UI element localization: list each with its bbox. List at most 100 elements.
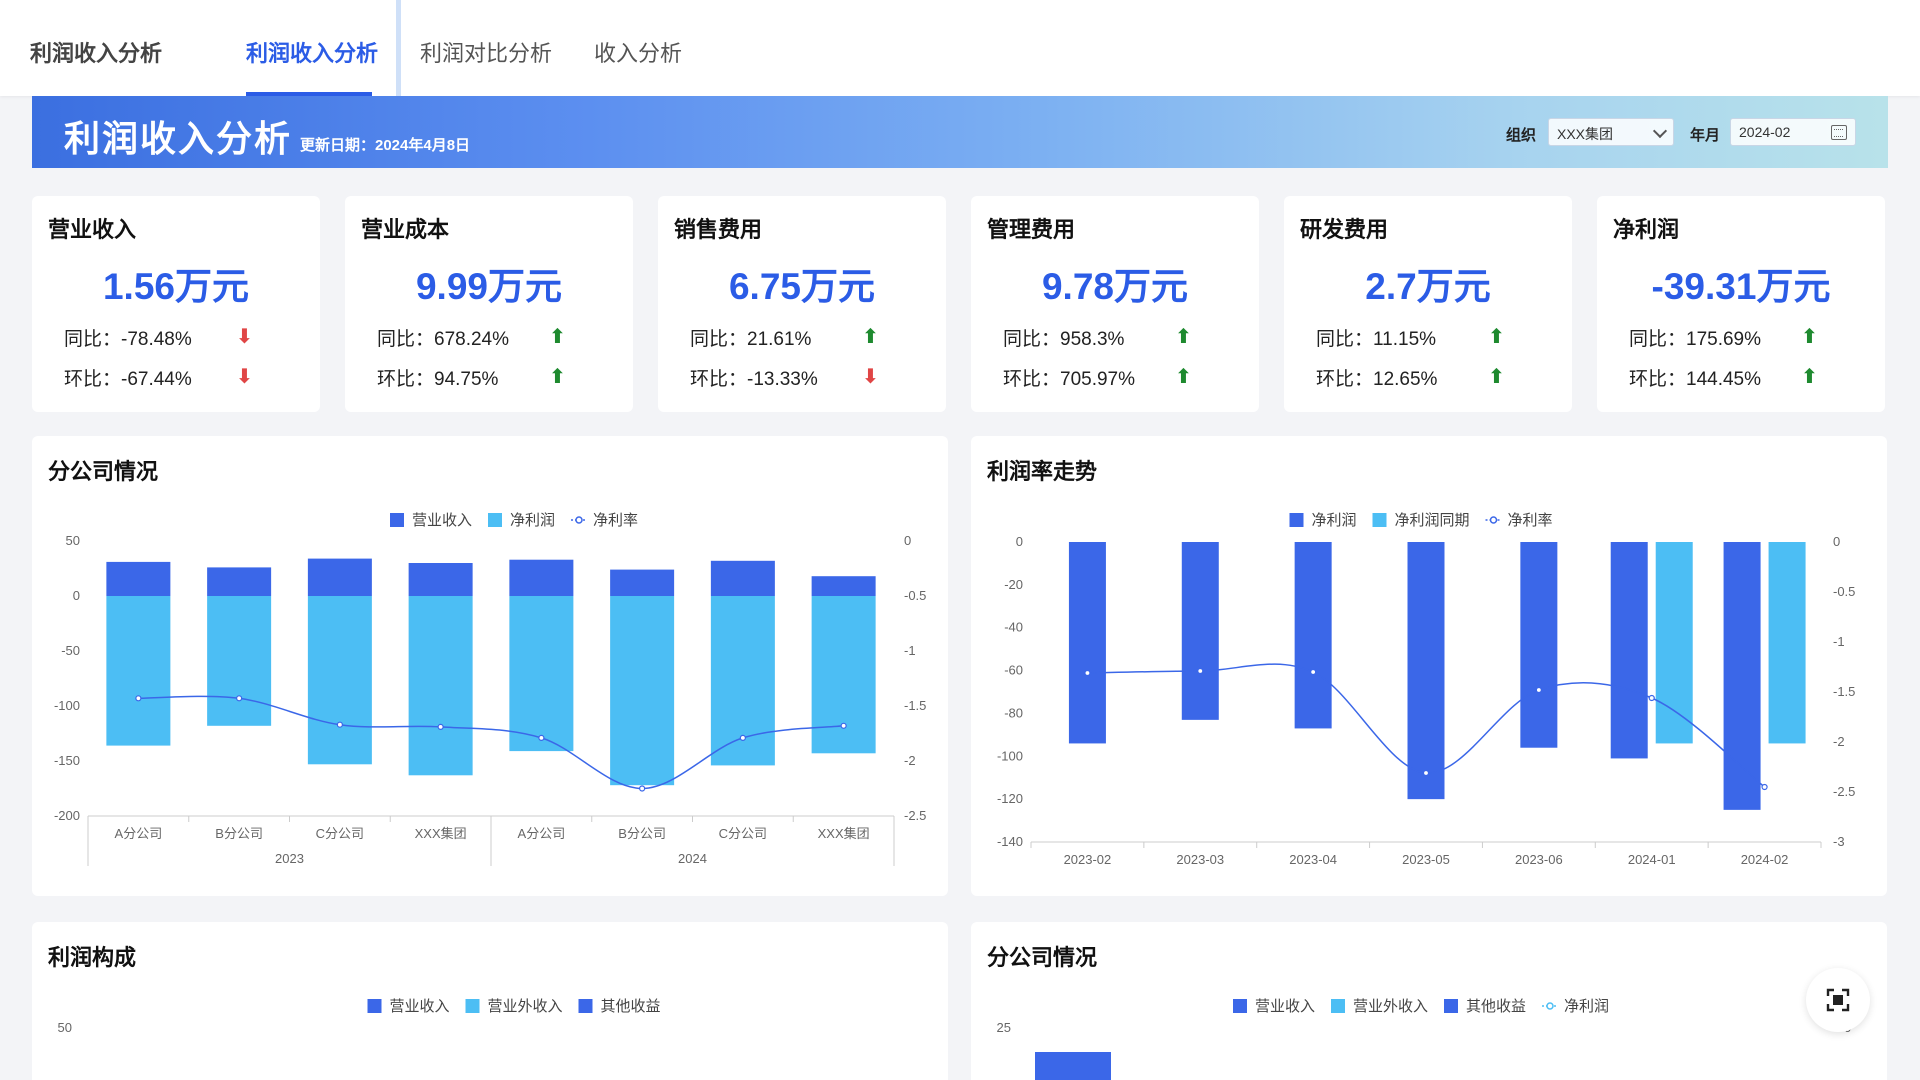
y-right-tick-label: -2	[904, 753, 916, 768]
y-left-tick-label: -200	[54, 808, 80, 823]
fullscreen-icon	[1826, 988, 1850, 1012]
x-tick-label: A分公司	[115, 826, 163, 841]
legend-label: 净利润	[510, 512, 555, 529]
legend-dot-swatch	[575, 516, 583, 524]
month-filter-label: 年月	[1690, 127, 1721, 144]
arrow-up-icon: ⬆	[1801, 326, 1818, 348]
x-tick-label: XXX集团	[415, 826, 467, 841]
y-left-tick-label: -100	[54, 698, 80, 713]
month-picker[interactable]: 2024-02	[1730, 118, 1856, 146]
kpi-mom-text: 环比：94.75%	[377, 369, 499, 390]
x-group-label: 2023	[275, 851, 304, 866]
top-nav-bar: 利润收入分析 利润收入分析 利润对比分析 收入分析	[0, 0, 1920, 96]
kpi-yoy: 同比：175.69% ⬆	[1629, 324, 1818, 351]
y-left-tick-label: -80	[1004, 705, 1023, 720]
branch2-chart-title: 分公司情况	[987, 945, 1098, 970]
y-right-tick-label: 0	[904, 533, 911, 548]
kpi-mom: 环比：-67.44% ⬇	[64, 364, 253, 391]
kpi-card: 营业收入 1.56万元 同比：-78.48% ⬇ 环比：-67.44% ⬇	[32, 196, 320, 412]
line-net-margin	[138, 695, 844, 790]
bar-revenue	[207, 567, 272, 596]
y-left-tick-label: 50	[58, 1020, 72, 1035]
y-right-tick-label: 0	[1833, 534, 1840, 549]
bar-revenue	[509, 559, 574, 596]
x-tick-label: 2023-03	[1176, 852, 1224, 867]
arrow-up-icon: ⬆	[1488, 366, 1505, 388]
bar-net-profit	[408, 596, 473, 776]
trend-chart-panel: 利润率走势 净利润 净利润同期 净利率 0 -20 -40 -60 -80 -100 -120 -1…	[971, 436, 1887, 896]
active-tab-indicator	[246, 92, 372, 96]
bar-net-profit	[1181, 542, 1219, 720]
legend-swatch	[367, 999, 382, 1013]
x-group-label: 2024	[678, 851, 707, 866]
bar-revenue	[1035, 1052, 1111, 1080]
bar-net-profit	[1407, 542, 1445, 800]
point-net-margin	[1084, 669, 1091, 677]
org-select-value: XXX集团	[1557, 126, 1614, 142]
bar-revenue	[710, 560, 775, 596]
kpi-title: 管理费用	[987, 217, 1076, 242]
y-right-tick-label: -0.5	[1833, 584, 1855, 599]
bar-net-profit	[106, 596, 171, 746]
y-left-tick-label: -150	[54, 753, 80, 768]
kpi-mom-text: 环比：144.45%	[1629, 369, 1762, 390]
fullscreen-button[interactable]	[1806, 968, 1870, 1032]
y-left-tick-label: -50	[61, 643, 80, 658]
bar-revenue	[811, 576, 876, 596]
kpi-yoy-text: 同比：-78.48%	[64, 329, 192, 350]
y-right-tick-label: -2.5	[904, 808, 926, 823]
branch-chart: 营业收入 净利润 净利率 50 0 -50 -100 -150 -200 0 -0.5 -1 -1.5 -…	[54, 512, 926, 866]
point-net-margin	[739, 734, 746, 741]
bar-net-profit	[1520, 542, 1558, 748]
trend-chart: 净利润 净利润同期 净利率 0 -20 -40 -60 -80 -100 -120 -140 0 -0.…	[997, 512, 1855, 867]
x-tick-label: B分公司	[215, 826, 263, 841]
legend-label: 净利润同期	[1395, 512, 1470, 529]
tab-profit-compare[interactable]: 利润对比分析	[420, 41, 553, 66]
y-left-tick-label: -60	[1004, 663, 1023, 678]
arrow-up-icon: ⬆	[549, 366, 566, 388]
composition-chart-panel: 利润构成 营业收入 营业外收入 其他收益 50	[32, 922, 948, 1080]
chevron-down-icon	[1652, 123, 1668, 139]
arrow-up-icon: ⬆	[1801, 366, 1818, 388]
bar-net-profit	[1068, 542, 1106, 744]
y-left-tick-label: -120	[997, 791, 1023, 806]
app-brand: 利润收入分析	[30, 41, 163, 66]
y-left-tick-label: -20	[1004, 577, 1023, 592]
kpi-title: 销售费用	[674, 217, 763, 242]
x-tick-label: 2023-04	[1289, 852, 1337, 867]
point-net-margin	[437, 723, 444, 730]
header-banner: 利润收入分析 更新日期：2024年4月8日 组织 XXX集团 年月 2024-0…	[32, 96, 1888, 168]
point-net-margin	[1310, 668, 1317, 676]
x-tick-label: C分公司	[316, 826, 364, 841]
bar-revenue	[408, 563, 473, 596]
arrow-down-icon: ⬇	[862, 366, 879, 388]
kpi-value: 6.75万元	[728, 266, 875, 307]
arrow-down-icon: ⬇	[236, 326, 253, 348]
kpi-mom-text: 环比：705.97%	[1003, 369, 1136, 390]
kpi-title: 营业收入	[48, 217, 137, 242]
arrow-up-icon: ⬆	[549, 326, 566, 348]
bar-net-profit	[207, 596, 272, 726]
month-picker-value: 2024-02	[1739, 124, 1791, 140]
org-select[interactable]: XXX集团	[1548, 118, 1674, 146]
x-tick-label: B分公司	[618, 826, 666, 841]
point-net-margin	[1197, 667, 1204, 675]
kpi-mom: 环比：94.75% ⬆	[377, 364, 566, 391]
kpi-yoy-text: 同比：175.69%	[1629, 329, 1762, 350]
kpi-card: 净利润 -39.31万元 同比：175.69% ⬆ 环比：144.45% ⬆	[1597, 196, 1885, 412]
tab-profit-revenue[interactable]: 利润收入分析	[246, 41, 379, 66]
tab-revenue[interactable]: 收入分析	[594, 41, 683, 66]
bar-revenue	[106, 561, 171, 596]
legend-label: 营业外收入	[488, 998, 563, 1015]
kpi-yoy-text: 同比：11.15%	[1316, 329, 1437, 350]
kpi-mom: 环比：12.65% ⬆	[1316, 364, 1505, 391]
legend-label: 净利率	[593, 512, 638, 529]
bar-net-profit	[1610, 542, 1648, 759]
legend-label: 净利润	[1312, 512, 1357, 529]
point-net-margin	[1648, 694, 1655, 702]
y-right-tick-label: -2.5	[1833, 784, 1855, 799]
y-right-tick-label: -2	[1833, 734, 1845, 749]
y-left-tick-label: 0	[1016, 534, 1023, 549]
kpi-yoy-text: 同比：678.24%	[377, 329, 510, 350]
point-net-margin	[840, 722, 847, 729]
